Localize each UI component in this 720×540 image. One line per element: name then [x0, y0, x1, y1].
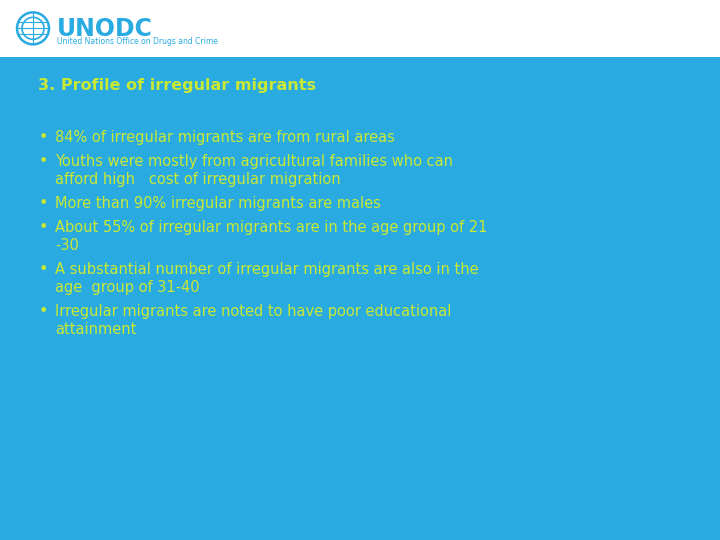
Text: United Nations Office on Drugs and Crime: United Nations Office on Drugs and Crime	[57, 37, 218, 46]
Bar	[0, 0, 720, 57]
Text: Irregular migrants are noted to have poor educational
attainment: Irregular migrants are noted to have poo…	[55, 303, 451, 337]
Text: 84% of irregular migrants are from rural areas: 84% of irregular migrants are from rural…	[55, 130, 395, 145]
Text: •: •	[38, 303, 48, 319]
Text: More than 90% irregular migrants are males: More than 90% irregular migrants are mal…	[55, 195, 381, 211]
Text: •: •	[38, 130, 48, 145]
Bar	[0, 57, 720, 60]
Text: UNODC: UNODC	[57, 17, 153, 41]
Text: 3. Profile of irregular migrants: 3. Profile of irregular migrants	[38, 78, 316, 93]
Text: A substantial number of irregular migrants are also in the
age  group of 31-40: A substantial number of irregular migran…	[55, 262, 479, 295]
Text: •: •	[38, 262, 48, 276]
Text: •: •	[38, 220, 48, 235]
Text: About 55% of irregular migrants are in the age group of 21
-30: About 55% of irregular migrants are in t…	[55, 220, 487, 253]
Bar	[0, 60, 720, 540]
Text: •: •	[38, 154, 48, 168]
Text: Youths were mostly from agricultural families who can
afford high   cost of irre: Youths were mostly from agricultural fam…	[55, 154, 453, 187]
Text: •: •	[38, 195, 48, 211]
